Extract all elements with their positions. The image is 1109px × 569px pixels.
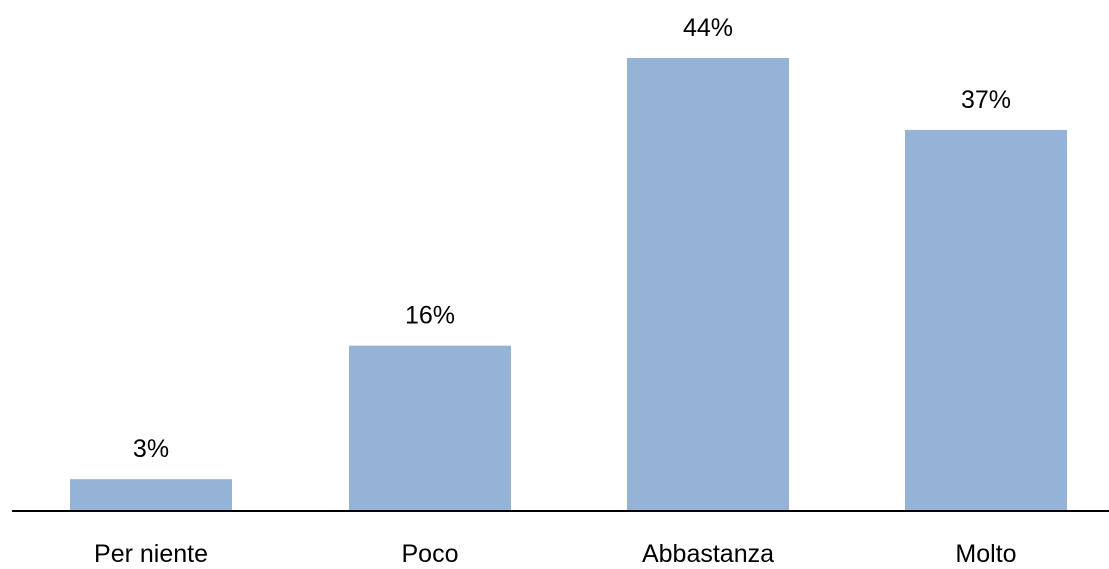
x-tick-label-abbastanza: Abbastanza [642, 540, 774, 568]
data-labels-group: 3% 16% 44% 37% [133, 14, 1011, 463]
data-label-per-niente: 3% [133, 435, 169, 463]
x-tick-label-per-niente: Per niente [94, 540, 208, 568]
bar-abbastanza [627, 58, 789, 510]
bars-group [70, 58, 1067, 510]
data-label-poco: 16% [405, 302, 455, 330]
data-label-abbastanza: 44% [683, 14, 733, 42]
x-tick-label-molto: Molto [955, 540, 1016, 568]
bar-molto [905, 129, 1067, 510]
bar-per-niente [70, 479, 232, 510]
bar-poco [349, 345, 511, 510]
x-tick-labels-group: Per niente Poco Abbastanza Molto [94, 540, 1017, 568]
x-tick-label-poco: Poco [402, 540, 459, 568]
data-label-molto: 37% [961, 86, 1011, 114]
